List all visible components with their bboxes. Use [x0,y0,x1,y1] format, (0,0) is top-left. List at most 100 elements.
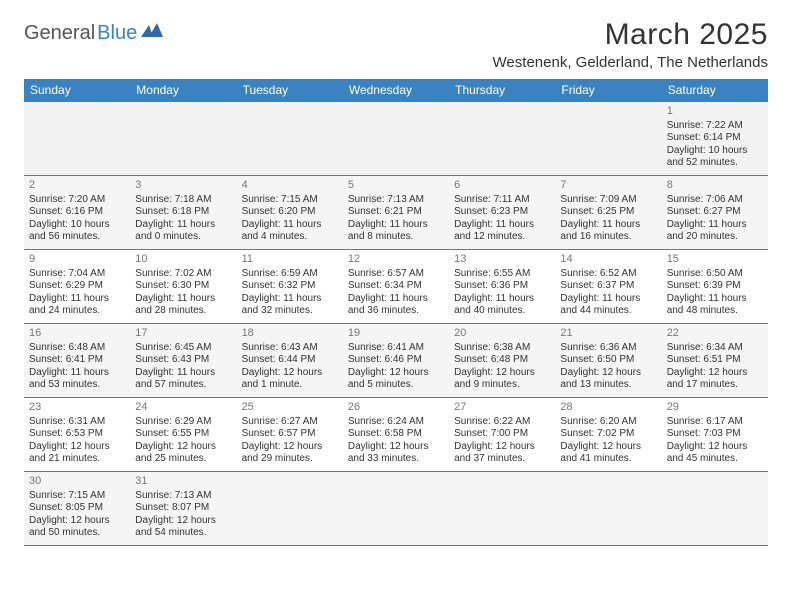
calendar-cell: 28Sunrise: 6:20 AMSunset: 7:02 PMDayligh… [555,398,661,472]
daylight-text: Daylight: 11 hours [560,293,656,306]
calendar-row: 30Sunrise: 7:15 AMSunset: 8:05 PMDayligh… [24,472,768,546]
sunset-text: Sunset: 6:18 PM [135,206,231,219]
sunset-text: Sunset: 6:34 PM [348,280,444,293]
calendar-cell: 29Sunrise: 6:17 AMSunset: 7:03 PMDayligh… [662,398,768,472]
sunrise-text: Sunrise: 7:02 AM [135,268,231,281]
daylight-text: Daylight: 10 hours [29,219,125,232]
daylight-text: Daylight: 11 hours [29,293,125,306]
calendar-row: 1Sunrise: 7:22 AMSunset: 6:14 PMDaylight… [24,102,768,176]
calendar-cell: 20Sunrise: 6:38 AMSunset: 6:48 PMDayligh… [449,324,555,398]
daylight-text: and 4 minutes. [242,231,338,244]
daylight-text: Daylight: 10 hours [667,145,763,158]
daylight-text: Daylight: 12 hours [560,367,656,380]
day-number: 20 [454,327,550,341]
calendar-cell: 13Sunrise: 6:55 AMSunset: 6:36 PMDayligh… [449,250,555,324]
day-number: 1 [667,105,763,119]
calendar-cell [130,102,236,176]
sunset-text: Sunset: 6:48 PM [454,354,550,367]
sunset-text: Sunset: 6:57 PM [242,428,338,441]
sunset-text: Sunset: 6:37 PM [560,280,656,293]
calendar-cell: 8Sunrise: 7:06 AMSunset: 6:27 PMDaylight… [662,176,768,250]
sunset-text: Sunset: 6:46 PM [348,354,444,367]
day-number: 6 [454,179,550,193]
location: Westenenk, Gelderland, The Netherlands [493,54,768,71]
calendar-cell: 15Sunrise: 6:50 AMSunset: 6:39 PMDayligh… [662,250,768,324]
day-number: 22 [667,327,763,341]
day-number: 24 [135,401,231,415]
daylight-text: Daylight: 11 hours [135,367,231,380]
logo: GeneralBlue [24,22,163,45]
daylight-text: Daylight: 11 hours [454,293,550,306]
daylight-text: Daylight: 12 hours [667,367,763,380]
daylight-text: Daylight: 12 hours [667,441,763,454]
daylight-text: and 28 minutes. [135,305,231,318]
sunrise-text: Sunrise: 6:41 AM [348,342,444,355]
calendar-row: 9Sunrise: 7:04 AMSunset: 6:29 PMDaylight… [24,250,768,324]
daylight-text: and 57 minutes. [135,379,231,392]
sunset-text: Sunset: 6:29 PM [29,280,125,293]
calendar-cell: 5Sunrise: 7:13 AMSunset: 6:21 PMDaylight… [343,176,449,250]
day-number: 5 [348,179,444,193]
day-number: 15 [667,253,763,267]
sunset-text: Sunset: 6:41 PM [29,354,125,367]
daylight-text: and 45 minutes. [667,453,763,466]
day-number: 21 [560,327,656,341]
daylight-text: Daylight: 12 hours [29,441,125,454]
sunset-text: Sunset: 6:21 PM [348,206,444,219]
daylight-text: Daylight: 12 hours [135,515,231,528]
day-number: 28 [560,401,656,415]
sunset-text: Sunset: 6:53 PM [29,428,125,441]
daylight-text: and 9 minutes. [454,379,550,392]
daylight-text: and 53 minutes. [29,379,125,392]
calendar-cell: 22Sunrise: 6:34 AMSunset: 6:51 PMDayligh… [662,324,768,398]
daylight-text: and 21 minutes. [29,453,125,466]
daylight-text: Daylight: 12 hours [135,441,231,454]
sunrise-text: Sunrise: 7:15 AM [29,490,125,503]
sunset-text: Sunset: 6:39 PM [667,280,763,293]
day-number: 12 [348,253,444,267]
daylight-text: Daylight: 11 hours [348,219,444,232]
calendar-row: 16Sunrise: 6:48 AMSunset: 6:41 PMDayligh… [24,324,768,398]
sunset-text: Sunset: 6:30 PM [135,280,231,293]
daylight-text: and 54 minutes. [135,527,231,540]
sunset-text: Sunset: 6:16 PM [29,206,125,219]
sunset-text: Sunset: 6:36 PM [454,280,550,293]
header: GeneralBlue March 2025 Westenenk, Gelder… [24,18,768,71]
daylight-text: and 0 minutes. [135,231,231,244]
calendar-cell [343,102,449,176]
calendar-cell: 25Sunrise: 6:27 AMSunset: 6:57 PMDayligh… [237,398,343,472]
day-number: 8 [667,179,763,193]
calendar-cell: 6Sunrise: 7:11 AMSunset: 6:23 PMDaylight… [449,176,555,250]
calendar-cell [237,472,343,546]
day-number: 29 [667,401,763,415]
sunrise-text: Sunrise: 6:55 AM [454,268,550,281]
sunrise-text: Sunrise: 6:59 AM [242,268,338,281]
sunrise-text: Sunrise: 6:29 AM [135,416,231,429]
daylight-text: and 29 minutes. [242,453,338,466]
daylight-text: and 41 minutes. [560,453,656,466]
sunrise-text: Sunrise: 7:13 AM [135,490,231,503]
calendar-cell [24,102,130,176]
logo-flag-icon [141,22,163,45]
sunset-text: Sunset: 8:05 PM [29,502,125,515]
sunrise-text: Sunrise: 6:45 AM [135,342,231,355]
calendar-cell: 23Sunrise: 6:31 AMSunset: 6:53 PMDayligh… [24,398,130,472]
calendar-cell: 11Sunrise: 6:59 AMSunset: 6:32 PMDayligh… [237,250,343,324]
day-number: 14 [560,253,656,267]
logo-text-general: General [24,22,95,45]
day-number: 31 [135,475,231,489]
title-block: March 2025 Westenenk, Gelderland, The Ne… [493,18,768,71]
calendar-cell: 17Sunrise: 6:45 AMSunset: 6:43 PMDayligh… [130,324,236,398]
calendar-cell: 21Sunrise: 6:36 AMSunset: 6:50 PMDayligh… [555,324,661,398]
month-title: March 2025 [493,18,768,52]
daylight-text: Daylight: 12 hours [242,367,338,380]
sunset-text: Sunset: 6:27 PM [667,206,763,219]
daylight-text: Daylight: 12 hours [454,441,550,454]
day-number: 2 [29,179,125,193]
sunrise-text: Sunrise: 6:31 AM [29,416,125,429]
calendar-cell: 10Sunrise: 7:02 AMSunset: 6:30 PMDayligh… [130,250,236,324]
day-number: 18 [242,327,338,341]
sunset-text: Sunset: 6:50 PM [560,354,656,367]
calendar-cell: 14Sunrise: 6:52 AMSunset: 6:37 PMDayligh… [555,250,661,324]
sunset-text: Sunset: 6:23 PM [454,206,550,219]
